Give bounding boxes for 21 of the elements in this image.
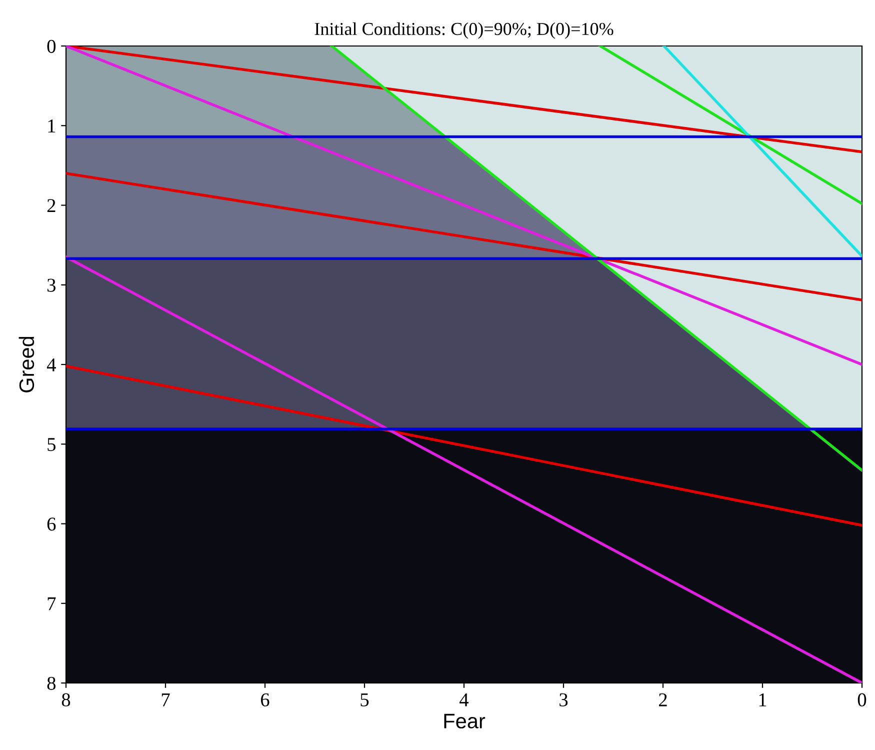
x-tick-label: 5 xyxy=(360,693,369,706)
x-tick-label: 6 xyxy=(260,693,270,706)
y-tick-label: 1 xyxy=(48,120,56,132)
y-tick-label: 3 xyxy=(47,278,56,292)
y-tick-label: 6 xyxy=(47,518,56,531)
y-tick-label: 5 xyxy=(48,438,56,452)
x-tick-label: 3 xyxy=(560,693,568,706)
y-tick-label: 7 xyxy=(48,597,56,610)
x-tick-label: 2 xyxy=(658,693,667,706)
y-tick-label: 0 xyxy=(47,40,56,53)
y-axis-title: Greed xyxy=(18,336,34,392)
y-tick-label: 8 xyxy=(47,676,56,690)
chart-title: Initial Conditions: C(0)=90%; D(0)=10% xyxy=(314,22,614,39)
y-tick-label: 2 xyxy=(47,199,56,212)
x-tick-label: 0 xyxy=(858,693,866,706)
x-tick-label: 4 xyxy=(460,693,469,706)
x-tick-label: 7 xyxy=(162,693,170,706)
y-tick-label: 4 xyxy=(46,358,56,372)
x-axis-title: Fear xyxy=(444,714,486,728)
x-tick-label: 8 xyxy=(62,693,70,706)
x-tick-label: 1 xyxy=(759,693,766,706)
